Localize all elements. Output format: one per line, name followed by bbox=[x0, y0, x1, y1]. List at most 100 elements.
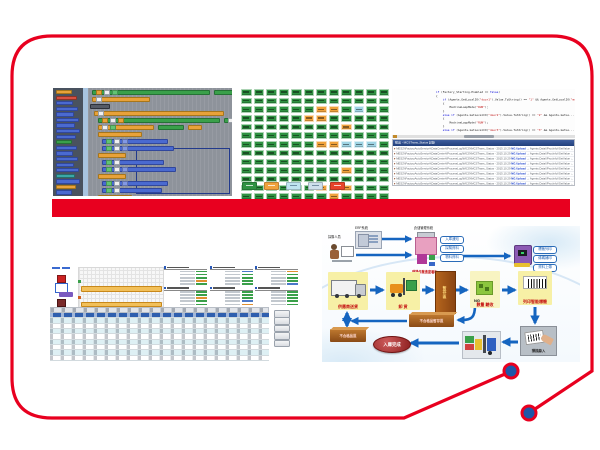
status-cell[interactable] bbox=[266, 132, 277, 140]
status-cell[interactable] bbox=[303, 89, 314, 96]
node-ng-area[interactable]: 不合格品區 bbox=[330, 329, 366, 342]
status-cell[interactable] bbox=[341, 167, 352, 174]
status-cell[interactable] bbox=[253, 158, 264, 166]
status-cell[interactable] bbox=[316, 132, 327, 140]
status-cell[interactable] bbox=[316, 106, 327, 113]
status-cell[interactable] bbox=[253, 149, 264, 157]
code-block[interactable] bbox=[102, 167, 176, 172]
status-cell[interactable] bbox=[353, 106, 364, 113]
status-cell[interactable] bbox=[278, 97, 289, 105]
code-block[interactable] bbox=[102, 146, 174, 151]
status-cell[interactable] bbox=[278, 123, 289, 131]
status-cell[interactable] bbox=[278, 115, 289, 122]
code-block[interactable] bbox=[98, 174, 126, 179]
status-cell[interactable] bbox=[378, 115, 389, 122]
status-cell[interactable] bbox=[328, 106, 339, 113]
code-block[interactable] bbox=[98, 125, 154, 130]
status-cell[interactable] bbox=[303, 141, 314, 148]
status-cell[interactable] bbox=[366, 141, 377, 148]
toolbox-block[interactable] bbox=[56, 129, 80, 134]
status-cell[interactable] bbox=[303, 149, 314, 157]
status-cell[interactable] bbox=[366, 184, 377, 192]
status-cell[interactable] bbox=[278, 149, 289, 157]
table-row[interactable] bbox=[50, 313, 269, 319]
status-cell[interactable] bbox=[253, 115, 264, 122]
status-cell[interactable] bbox=[316, 123, 327, 131]
status-cell[interactable] bbox=[291, 106, 302, 113]
status-cell[interactable] bbox=[378, 132, 389, 140]
status-cell[interactable] bbox=[278, 158, 289, 166]
status-cell[interactable] bbox=[253, 175, 264, 183]
status-cell[interactable] bbox=[366, 149, 377, 157]
status-cell[interactable] bbox=[366, 132, 377, 140]
status-cell[interactable] bbox=[341, 106, 352, 113]
status-cell[interactable] bbox=[241, 132, 252, 140]
status-cell[interactable] bbox=[278, 132, 289, 140]
table-header[interactable] bbox=[50, 307, 269, 313]
status-cell[interactable] bbox=[353, 89, 364, 96]
code-block[interactable] bbox=[102, 181, 168, 186]
status-cell[interactable] bbox=[378, 141, 389, 148]
table-row[interactable] bbox=[50, 329, 269, 335]
status-cell[interactable] bbox=[266, 123, 277, 131]
toolbox-block[interactable] bbox=[56, 134, 76, 139]
status-cell[interactable] bbox=[291, 97, 302, 105]
code-block[interactable] bbox=[98, 118, 220, 123]
toolbox-block[interactable] bbox=[56, 140, 72, 145]
status-cell[interactable] bbox=[341, 141, 352, 148]
log-row[interactable]: ▸ MES2\\FactoryAutoService\\DataCenter\\… bbox=[393, 147, 574, 152]
status-cell[interactable] bbox=[278, 106, 289, 113]
status-cell[interactable] bbox=[341, 132, 352, 140]
status-cell[interactable] bbox=[366, 89, 377, 96]
status-cell[interactable] bbox=[378, 184, 389, 192]
scrollbar-thumb[interactable] bbox=[464, 135, 494, 138]
toolbox-block[interactable] bbox=[56, 123, 75, 128]
status-cell[interactable] bbox=[278, 175, 289, 183]
toolbox-block[interactable] bbox=[56, 156, 78, 162]
status-cell[interactable] bbox=[266, 158, 277, 166]
code-block[interactable] bbox=[98, 132, 142, 137]
table-row[interactable] bbox=[50, 350, 269, 356]
status-cell[interactable] bbox=[378, 167, 389, 174]
toolbox-block[interactable] bbox=[56, 173, 75, 178]
toolbox-block[interactable] bbox=[56, 117, 79, 123]
code-block[interactable] bbox=[98, 153, 126, 158]
status-cell[interactable] bbox=[328, 149, 339, 157]
status-cell[interactable] bbox=[366, 167, 377, 174]
node-qty-inspect[interactable]: 數量 驗收 bbox=[470, 271, 500, 308]
table-row[interactable] bbox=[50, 345, 269, 351]
code-block[interactable] bbox=[92, 90, 210, 95]
station-box-icon[interactable] bbox=[55, 282, 68, 293]
status-cell[interactable] bbox=[303, 158, 314, 166]
status-cell[interactable] bbox=[291, 89, 302, 96]
status-cell[interactable] bbox=[241, 106, 252, 113]
status-cell[interactable] bbox=[266, 167, 277, 174]
status-cell[interactable] bbox=[278, 167, 289, 174]
status-cell[interactable] bbox=[241, 123, 252, 131]
status-cell[interactable] bbox=[328, 132, 339, 140]
log-row[interactable]: ▸ MES2\\FactoryAutoService\\DataCenter\\… bbox=[393, 172, 574, 178]
log-row[interactable]: ▸ MES2\\FactoryAutoService\\DataCenter\\… bbox=[393, 162, 574, 167]
log-row[interactable]: ▸ MES2\\FactoryAutoService\\DataCenter\\… bbox=[393, 152, 574, 157]
code-block[interactable] bbox=[188, 125, 202, 130]
status-cell[interactable] bbox=[378, 89, 389, 96]
status-cell[interactable] bbox=[341, 123, 352, 131]
status-cell[interactable] bbox=[253, 97, 264, 105]
side-button[interactable] bbox=[274, 317, 290, 325]
toolbox-block[interactable] bbox=[56, 162, 74, 167]
status-cell[interactable] bbox=[241, 141, 252, 148]
status-cell[interactable] bbox=[353, 97, 364, 105]
log-row[interactable]: ▸ MES2\\FactoryAutoService\\DataCenter\\… bbox=[393, 157, 574, 162]
status-cell[interactable] bbox=[278, 141, 289, 148]
code-block[interactable] bbox=[98, 195, 132, 196]
status-cell[interactable] bbox=[303, 106, 314, 113]
toolbox-block[interactable] bbox=[56, 179, 80, 184]
status-cell[interactable] bbox=[316, 167, 327, 174]
status-cell[interactable] bbox=[366, 175, 377, 183]
status-cell[interactable] bbox=[303, 132, 314, 140]
status-cell[interactable] bbox=[328, 89, 339, 96]
status-cell[interactable] bbox=[341, 115, 352, 122]
status-cell[interactable] bbox=[266, 141, 277, 148]
status-cell[interactable] bbox=[341, 175, 352, 183]
status-cell[interactable] bbox=[291, 167, 302, 174]
